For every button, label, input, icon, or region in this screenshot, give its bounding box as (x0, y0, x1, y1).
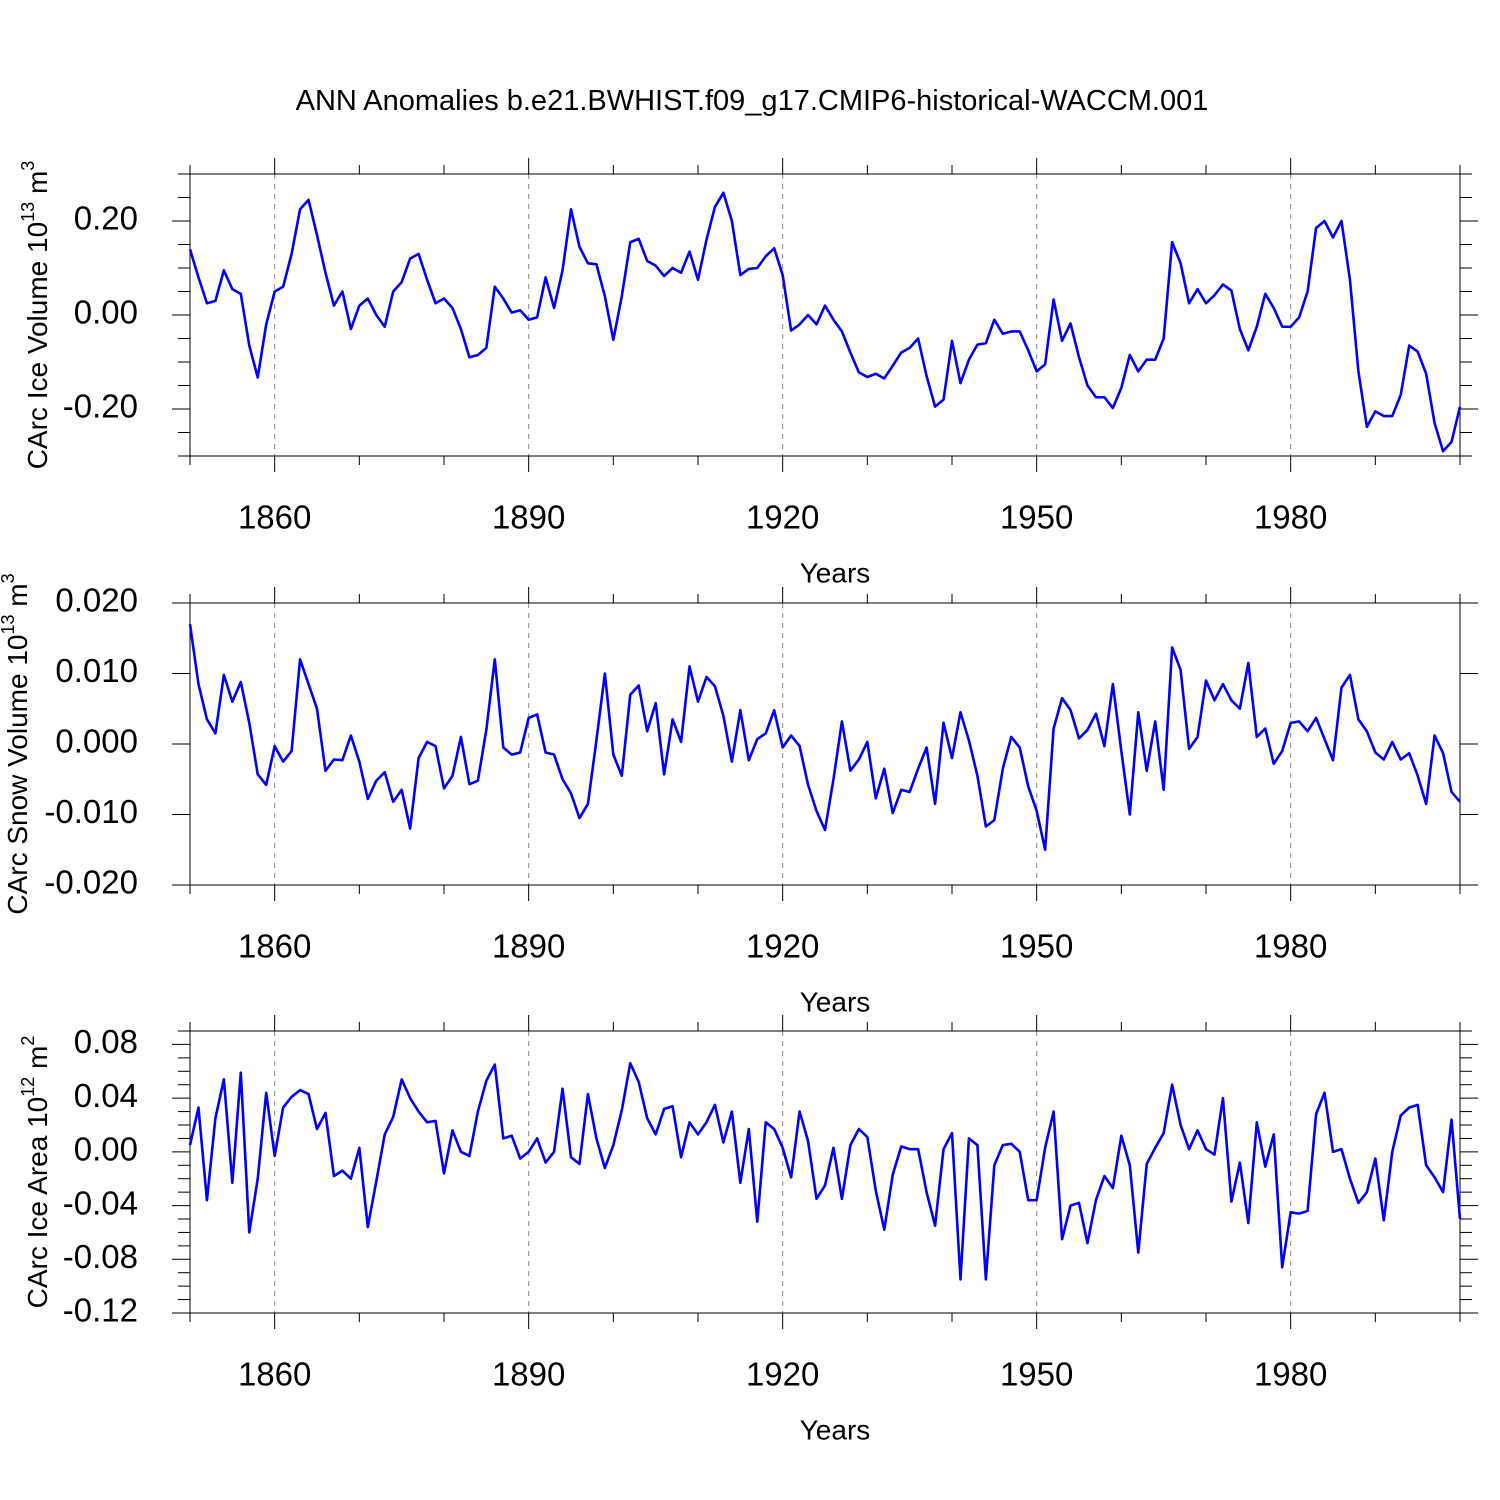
x-tick-label: 1920 (746, 928, 819, 965)
plot-frame (189, 1030, 1461, 1314)
y-axis-title-unit-exp: 3 (18, 161, 38, 171)
y-tick-label: -0.08 (63, 1238, 138, 1275)
y-tick-label: 0.00 (74, 294, 138, 331)
series-line (188, 1061, 1462, 1281)
series-line (188, 191, 1462, 453)
y-tick-label: 0.020 (55, 582, 138, 619)
y-axis-title-unit: m (2, 583, 33, 614)
x-tick-label: 1980 (1254, 928, 1327, 965)
x-axis-title: Years (800, 1414, 871, 1445)
y-tick-label: 0.20 (74, 200, 138, 237)
x-tick-label: 1860 (238, 928, 311, 965)
chart-title: ANN Anomalies b.e21.BWHIST.f09_g17.CMIP6… (296, 85, 1209, 117)
y-tick-label: -0.010 (44, 793, 138, 830)
y-axis-title-main: CArc Snow Volume 10 (2, 635, 33, 915)
y-tick-label: -0.12 (63, 1292, 138, 1329)
x-tick-label: 1980 (1254, 499, 1327, 536)
y-axis-title: CArc Ice Volume 1013 m3 (18, 161, 54, 470)
x-tick-label: 1980 (1254, 1356, 1327, 1393)
y-axis-title-exp: 13 (0, 614, 18, 634)
y-tick-label: 0.010 (55, 652, 138, 689)
panel-ice-area: 1860 1890 1920 1950 1980 -0.12 -0.08 -0.04 0.00 0… (18, 1015, 1478, 1445)
y-axis-title-unit: m (22, 171, 53, 202)
x-tick-label: 1950 (1000, 1356, 1073, 1393)
x-tick-label: 1920 (746, 499, 819, 536)
y-tick-label: 0.04 (74, 1077, 138, 1114)
y-axis-title: CArc Snow Volume 1013 m3 (0, 573, 33, 914)
x-tick-label: 1890 (492, 928, 565, 965)
x-axis-title: Years (800, 557, 871, 588)
panel-snow-volume: 1860 1890 1920 1950 1980 -0.020 -0.010 0.000 0.0… (0, 573, 1478, 1017)
x-tick-label: 1950 (1000, 499, 1073, 536)
x-tick-label: 1890 (492, 1356, 565, 1393)
plot-frame (189, 173, 1461, 457)
x-tick-label: 1950 (1000, 928, 1073, 965)
y-tick-label: -0.020 (44, 864, 138, 901)
x-tick-label: 1860 (238, 1356, 311, 1393)
y-tick-label: -0.04 (63, 1184, 138, 1221)
x-axis-title: Years (800, 986, 871, 1017)
x-tick-label: 1920 (746, 1356, 819, 1393)
y-axis-title-exp: 13 (18, 202, 38, 222)
y-axis-title-unit: m (22, 1046, 53, 1077)
y-tick-label: 0.00 (74, 1131, 138, 1168)
y-axis-title-unit-exp: 3 (0, 573, 18, 583)
y-tick-label: 0.08 (74, 1023, 138, 1060)
y-axis-title-exp: 12 (18, 1077, 38, 1097)
x-tick-label: 1890 (492, 499, 565, 536)
y-axis-title-unit-exp: 2 (18, 1036, 38, 1046)
y-tick-label: 0.000 (55, 723, 138, 760)
x-tick-label: 1860 (238, 499, 311, 536)
y-axis-title: CArc Ice Area 1012 m2 (18, 1036, 54, 1309)
y-axis-title-main: CArc Ice Area 10 (22, 1097, 53, 1309)
panel-ice-volume: 1860 1890 1920 1950 1980 -0.20 0.00 0.20 Years CA… (18, 158, 1478, 588)
y-tick-label: -0.20 (63, 388, 138, 425)
y-axis-title-main: CArc Ice Volume 10 (22, 222, 53, 469)
series-line (188, 623, 1461, 852)
